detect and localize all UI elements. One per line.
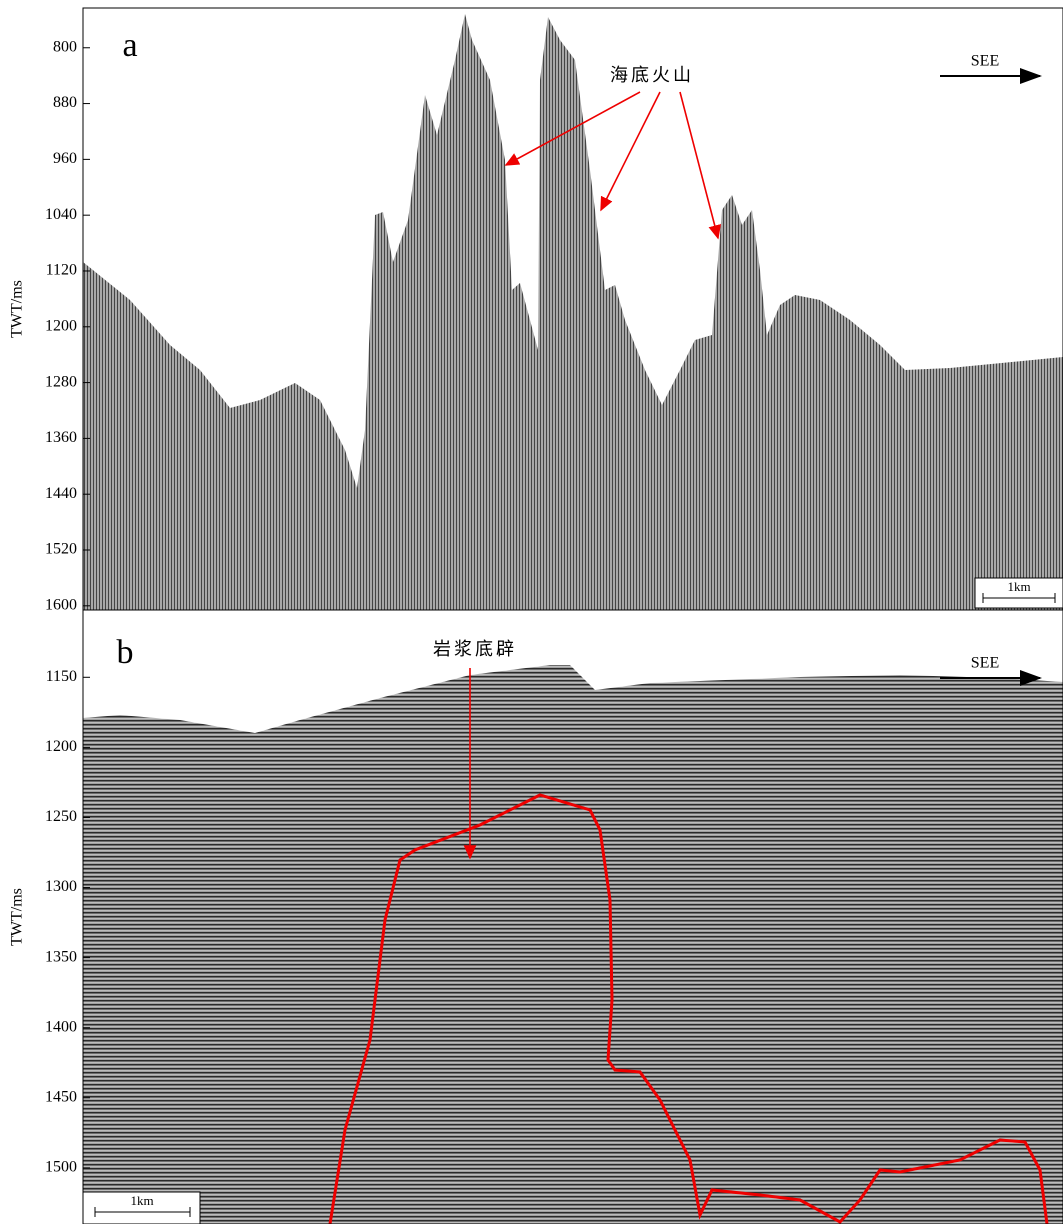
scale-bar	[94, 1207, 191, 1217]
y-tick-label: 1400	[45, 1018, 77, 1035]
scale-label: 1km	[130, 1193, 153, 1208]
y-tick-label: 1520	[45, 541, 77, 558]
diapir-outline	[328, 793, 1049, 1224]
arrow	[600, 91, 661, 212]
y-tick-label: 1120	[46, 262, 77, 279]
y-tick-label: 1500	[45, 1159, 77, 1176]
seismic-a	[83, 14, 1063, 610]
y-tick-label: 1200	[45, 738, 77, 755]
scale-bar	[982, 593, 1056, 603]
y-tick-label: 1440	[45, 485, 77, 502]
y-axis-label: TWT/ms	[9, 888, 26, 946]
y-tick-label: 1280	[45, 373, 77, 390]
y-tick-label: 880	[53, 94, 77, 111]
scale-label: 1km	[1007, 579, 1030, 594]
annotation-arrows	[463, 91, 721, 860]
y-axis-label: TWT/ms	[9, 280, 26, 338]
y-tick-label: 1350	[45, 948, 77, 965]
panel-label: a	[122, 27, 137, 64]
frame	[82, 609, 1063, 1224]
arrow	[679, 91, 721, 240]
y-tick-label: 800	[53, 38, 77, 55]
scale-box	[82, 1191, 201, 1224]
y-tick-label: 1150	[46, 668, 77, 685]
annotation: 海底火山	[610, 65, 694, 86]
y-tick-label: 1250	[45, 808, 77, 825]
y-tick-label: 1450	[45, 1089, 77, 1106]
direction-label: SEE	[971, 53, 999, 70]
seismic-b	[83, 665, 1063, 1224]
direction-label: SEE	[971, 655, 999, 672]
panel-label: b	[117, 634, 134, 671]
arrow	[504, 91, 641, 166]
annotation: 岩浆底辟	[433, 639, 517, 660]
y-tick-label: 1040	[45, 206, 77, 223]
y-tick-label: 1200	[45, 317, 77, 334]
y-tick-label: 960	[53, 150, 77, 167]
y-tick-label: 1600	[45, 596, 77, 613]
y-tick-label: 1300	[45, 878, 77, 895]
scale-box	[974, 577, 1063, 609]
y-tick-label: 1360	[45, 429, 77, 446]
